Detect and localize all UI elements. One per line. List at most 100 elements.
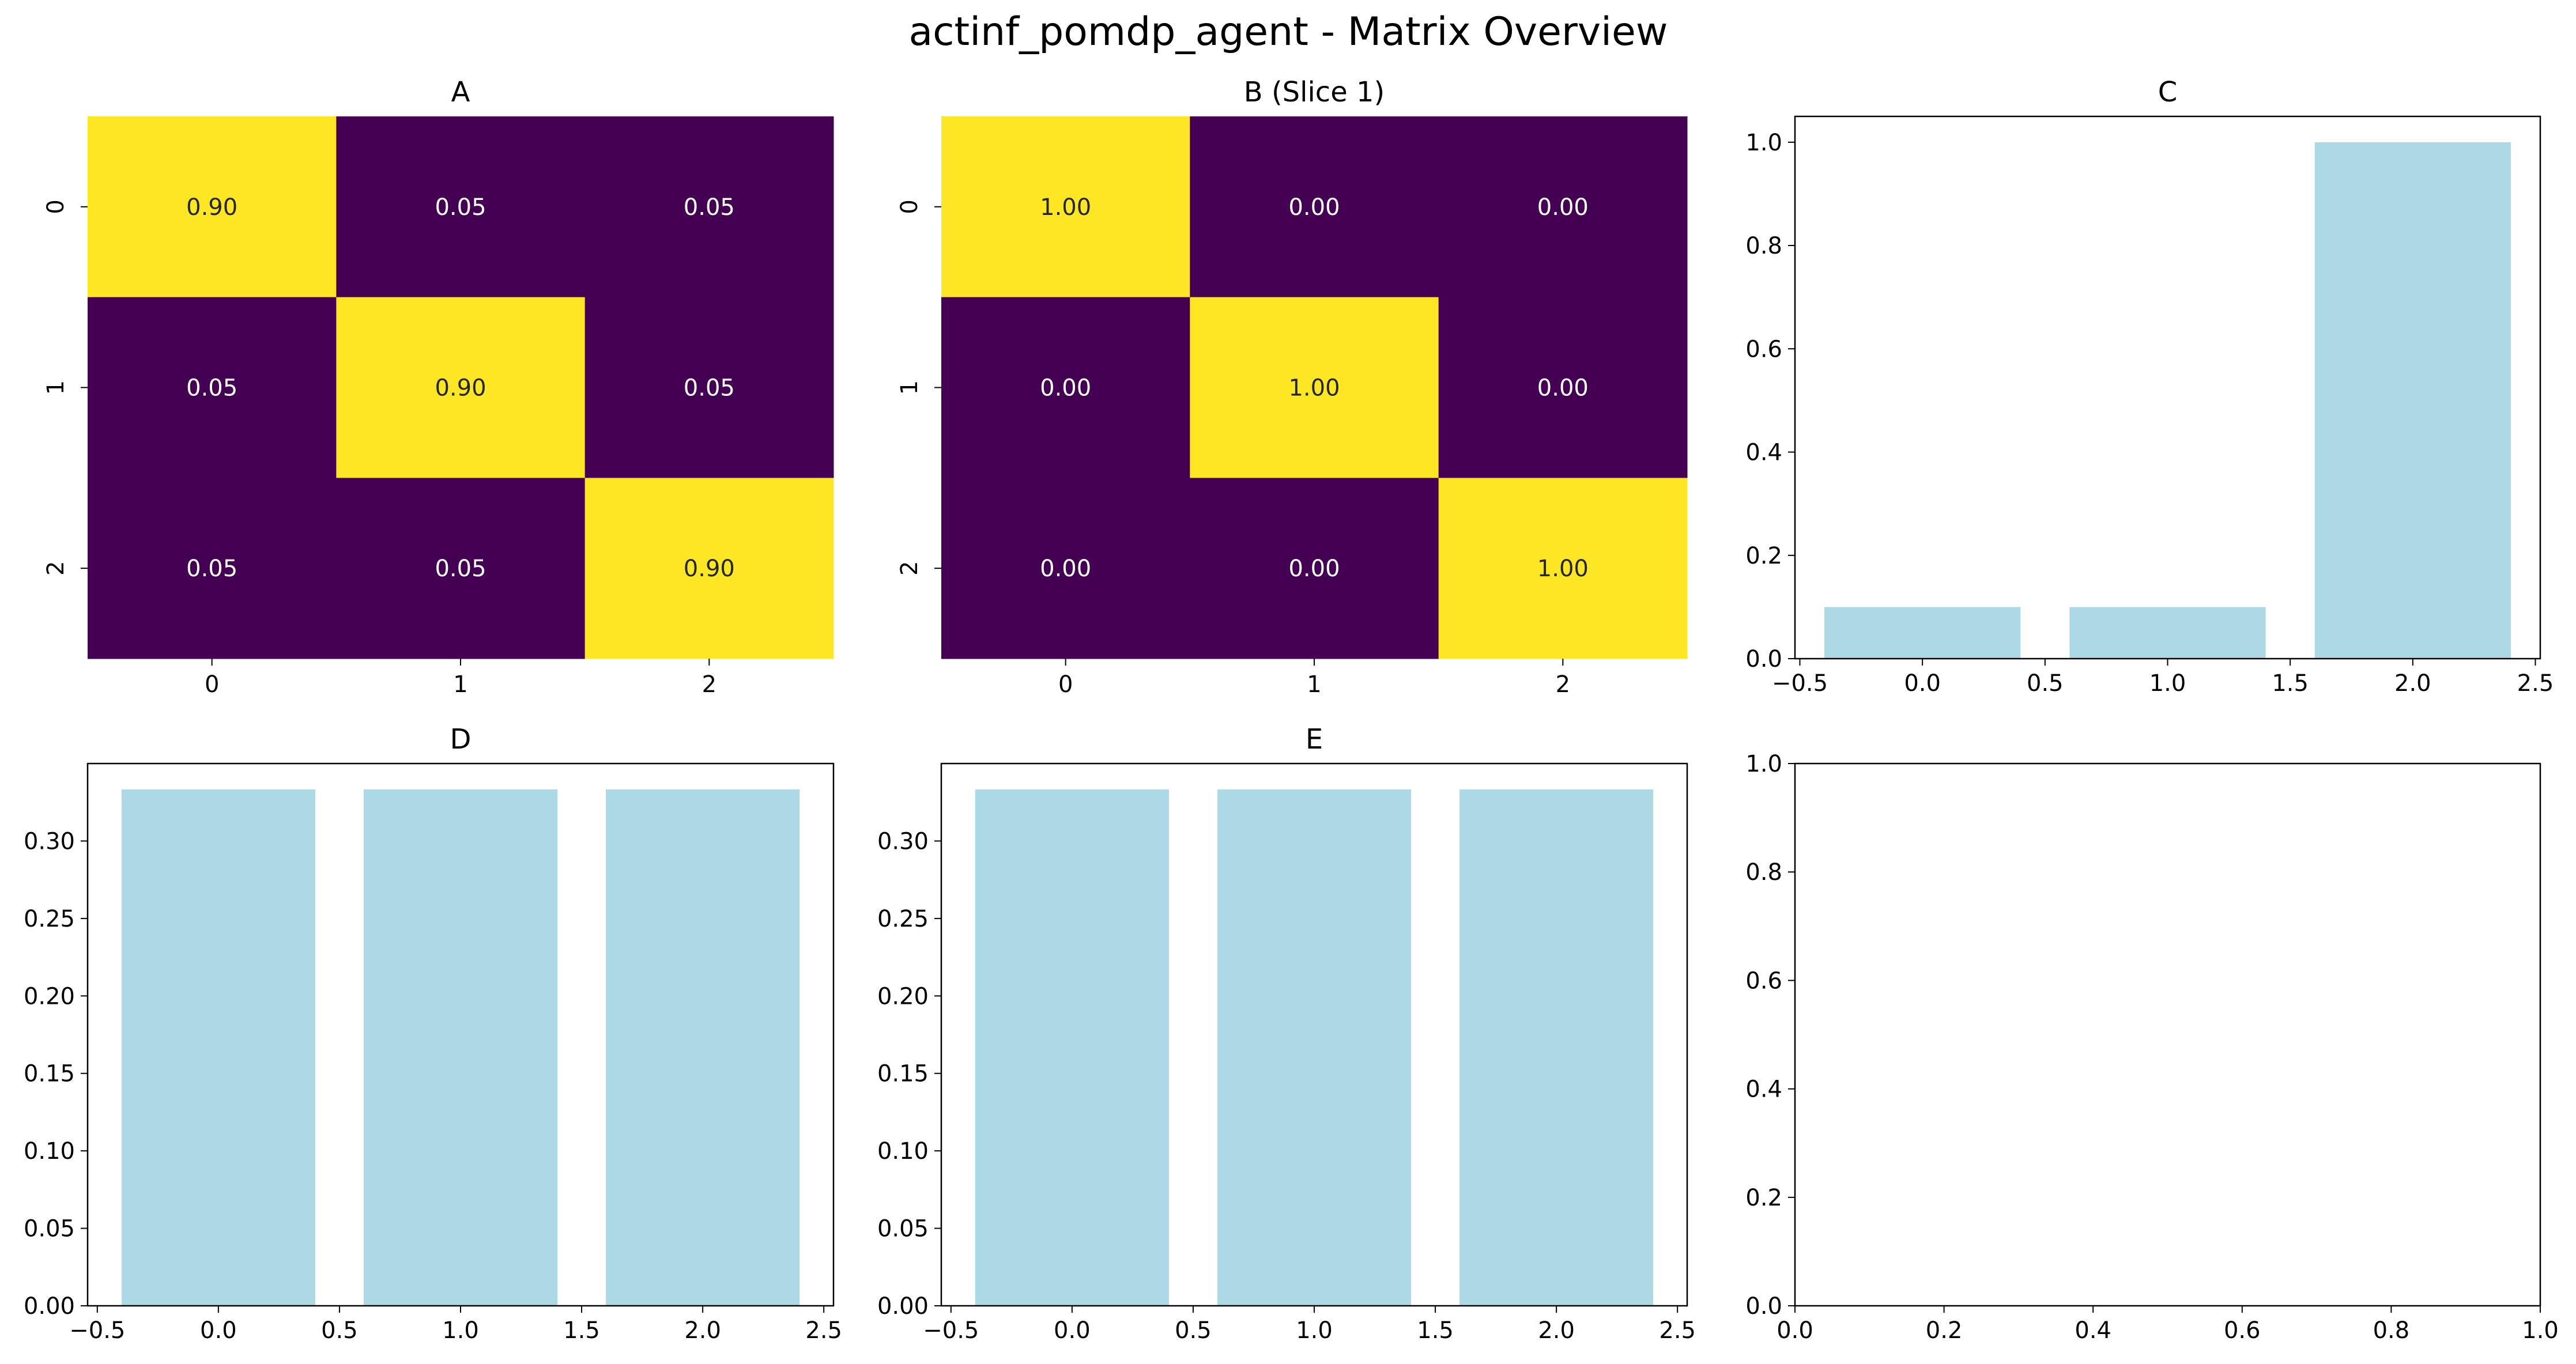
y-tick-label: 1.0 [1745,751,1782,777]
panel-title: D [450,723,472,755]
axes-frame [1794,762,2541,1307]
cell-value-label: 0.05 [186,375,237,402]
heatmap-cell [336,297,586,478]
y-tick-label: 0.2 [1745,543,1782,569]
x-tick-label: 1.5 [1417,1317,1454,1344]
x-tick-label: 1.5 [563,1317,600,1344]
cell-value-label: 1.00 [1537,556,1589,582]
heatmap-cell [941,297,1190,478]
x-tick-label: 2.0 [1538,1317,1575,1344]
heatmap-cell [584,478,834,659]
y-tick-label: 0.00 [877,1293,929,1320]
heatmap-cell [88,116,337,298]
y-tick-label: 0 [896,199,923,214]
y-tick-label: 0.05 [877,1216,929,1242]
cell-value-label: 0.00 [1288,556,1340,582]
heatmap-cell [941,116,1190,298]
cell-value-label: 0.05 [186,556,237,582]
bar [121,789,315,1306]
x-tick-label: 0.6 [2224,1317,2261,1344]
heatmap-cell [1438,297,1688,478]
bar [1824,607,2021,659]
x-tick-label: 2 [1556,671,1570,698]
y-tick-label: 0.0 [1745,1293,1782,1320]
heatmap-cell [1190,297,1439,478]
y-tick-label: 0 [43,199,69,214]
heatmap-cell [1438,478,1688,659]
y-tick-label: 0.4 [1745,1076,1782,1103]
x-tick-label: 2 [702,671,716,698]
cell-value-label: 0.00 [1288,194,1340,221]
cell-value-label: 0.90 [435,375,486,402]
heatmap-cell [88,478,337,659]
y-tick-label: 0.2 [1745,1185,1782,1211]
x-tick-label: 0.0 [1777,1317,1813,1344]
cell-value-label: 0.00 [1040,375,1091,402]
y-tick-label: 2 [43,561,69,575]
cell-value-label: 0.00 [1537,375,1589,402]
x-tick-label: 1.0 [1296,1317,1333,1344]
x-tick-label: 2.5 [2517,670,2554,697]
y-tick-label: 0.20 [24,983,75,1010]
cell-value-label: 1.00 [1040,194,1091,221]
x-tick-label: 0 [1058,671,1073,698]
x-tick-label: 1.0 [2522,1317,2559,1344]
panel-e: E −0.5 0.0 0.5 1.0 1.5 2.0 2.5 0.00 0.05 0.10 0.15 0… [877,723,1696,1344]
x-tick-label: −0.5 [69,1317,125,1344]
y-tick-label: 0.15 [24,1061,75,1087]
bar [363,789,558,1306]
cell-value-label: 0.05 [684,194,735,221]
heatmap-cell [336,116,586,298]
heatmap-cell [941,478,1190,659]
y-tick-label: 0.0 [1745,646,1782,672]
y-tick-label: 0.00 [24,1293,75,1320]
y-tick-label: 0.05 [24,1216,75,1242]
x-tick-label: 2.0 [2394,670,2431,697]
bar [1459,789,1654,1306]
heatmap-cell [584,116,834,298]
panel-title: B (Slice 1) [1244,76,1385,108]
bar [975,789,1169,1306]
heatmap-cell [1190,116,1439,298]
bar [2314,142,2511,659]
x-tick-label: 0.0 [1054,1317,1091,1344]
x-tick-label: 0.8 [2373,1317,2410,1344]
panel-c: C−0.5 0.0 0.5 1.0 1.5 2.0 2.50.00.20.40.60.81.… [1745,76,2554,697]
cell-value-label: 0.90 [684,556,735,582]
y-tick-label: 1 [43,380,69,395]
x-tick-label: 1 [453,671,467,698]
y-tick-label: 2 [896,561,923,575]
y-tick-label: 1.0 [1745,130,1782,156]
x-tick-label: 1.5 [2272,670,2309,697]
x-tick-label: −0.5 [1772,670,1828,697]
cell-value-label: 0.05 [435,194,486,221]
y-tick-label: 1 [896,380,923,395]
cell-value-label: 0.00 [1537,194,1589,221]
panel-a: A 0.90 0.05 0.05 0.05 0.90 0.05 0.05 0.05 0.90 0 1 2… [43,76,834,698]
x-tick-label: 0.4 [2075,1317,2111,1344]
x-tick-label: 1 [1307,671,1321,698]
cell-value-label: 0.90 [186,194,237,221]
y-tick-label: 0.30 [24,828,75,855]
bar [2069,607,2266,659]
x-tick-label: 0 [205,671,219,698]
y-tick-label: 0.4 [1745,440,1782,466]
x-tick-label: 2.5 [1659,1317,1696,1344]
cell-value-label: 0.05 [684,375,735,402]
y-tick-label: 0.8 [1745,233,1782,259]
y-tick-label: 0.20 [877,983,929,1010]
y-tick-label: 0.10 [877,1138,929,1165]
x-tick-label: −0.5 [923,1317,979,1344]
panel-b: B (Slice 1) 1.00 0.00 0.00 0.00 1.00 0.00 0.00 0… [896,76,1688,698]
y-tick-label: 0.6 [1745,336,1782,362]
x-tick-label: 0.5 [321,1317,358,1344]
cell-value-label: 1.00 [1288,375,1340,402]
panel-title: C [2158,76,2178,108]
heatmap-cell [336,478,586,659]
y-tick-label: 0.25 [877,906,929,932]
bar [606,789,800,1306]
heatmap-cell [584,297,834,478]
x-tick-label: 0.5 [2027,670,2064,697]
x-tick-label: 0.2 [1926,1317,1963,1344]
